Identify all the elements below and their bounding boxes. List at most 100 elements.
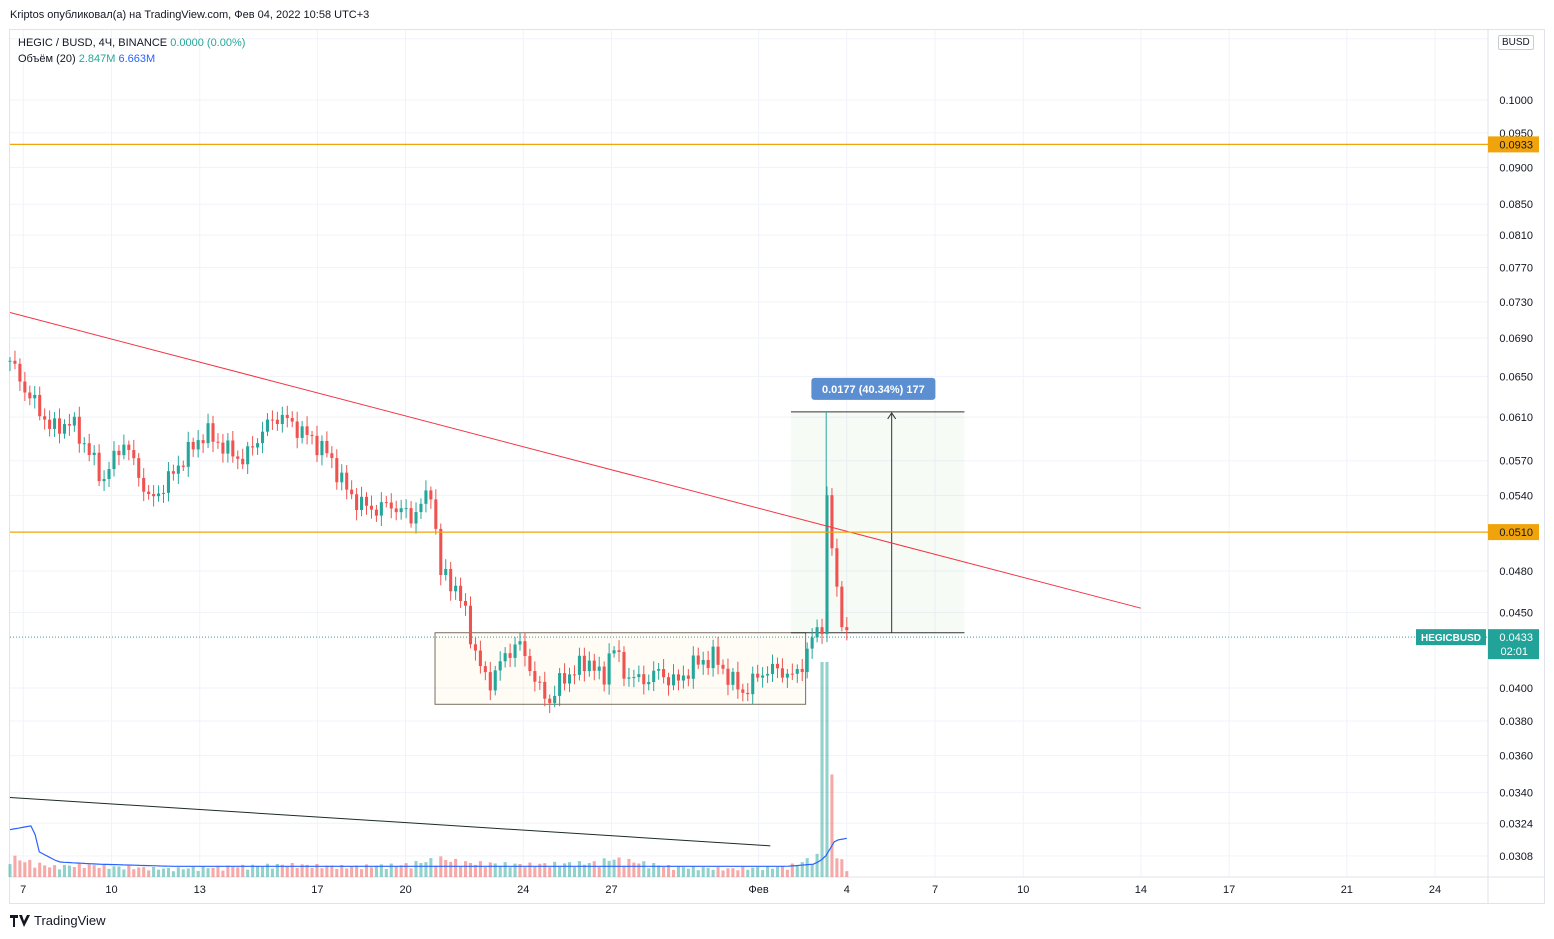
volume-bar xyxy=(206,868,210,877)
candle-body xyxy=(82,443,86,445)
symbol-badge xyxy=(1416,629,1486,646)
volume-bar xyxy=(845,871,849,877)
volume-bar xyxy=(355,865,359,877)
candle-body xyxy=(345,472,349,490)
price-tick-label: 0.0730 xyxy=(1499,297,1533,309)
candle-body xyxy=(23,381,27,393)
volume-bar xyxy=(157,869,161,877)
volume-bar xyxy=(57,869,62,877)
candle-body xyxy=(845,627,849,631)
volume-bar xyxy=(602,858,606,877)
volume-bar xyxy=(770,868,775,877)
volume-bar xyxy=(246,869,250,877)
volume-bar xyxy=(528,862,532,877)
volume-bar xyxy=(161,868,166,877)
volume-label[interactable]: Объём (20) xyxy=(18,53,76,65)
chart-frame[interactable] xyxy=(9,29,1545,904)
volume-bar xyxy=(607,860,611,877)
candle-body xyxy=(216,441,220,443)
volume-bar xyxy=(820,662,824,877)
candle-body xyxy=(701,660,705,665)
volume-bar xyxy=(369,867,373,877)
candle-body xyxy=(627,677,631,679)
tradingview-brand[interactable]: TradingView xyxy=(10,913,106,928)
volume-bar xyxy=(290,863,294,877)
candle-body xyxy=(275,419,279,424)
candle-body xyxy=(176,465,180,474)
volume-bar xyxy=(166,867,170,877)
candle-body xyxy=(241,458,245,465)
volume-bar xyxy=(657,865,661,877)
volume-bar xyxy=(612,859,616,877)
volume-bar xyxy=(721,870,725,877)
volume-bar xyxy=(840,859,844,877)
candle-body xyxy=(320,440,324,456)
volume-ma-line xyxy=(9,825,847,867)
candle-body xyxy=(201,440,205,444)
time-tick-label: 17 xyxy=(1223,884,1235,896)
price-tick-label: 0.0610 xyxy=(1499,412,1533,424)
candle-body xyxy=(152,494,156,497)
candle-body xyxy=(825,495,829,635)
time-tick-label: 7 xyxy=(932,884,938,896)
volume-bar xyxy=(107,868,111,877)
volume-bar xyxy=(226,865,230,877)
volume-bar xyxy=(766,866,770,877)
candle-body xyxy=(805,648,809,673)
candle-body xyxy=(295,421,299,438)
candle-body xyxy=(18,363,22,382)
candle-body xyxy=(592,660,596,671)
price-tick-label: 0.0308 xyxy=(1499,851,1533,863)
volume-bar xyxy=(558,865,562,877)
candle-body xyxy=(62,424,67,434)
candle-body xyxy=(459,585,463,602)
volume-bar xyxy=(597,866,601,877)
candle-body xyxy=(424,490,428,504)
candle-body xyxy=(696,655,700,665)
volume-bar xyxy=(320,868,324,877)
volume-bar xyxy=(686,868,690,877)
price-tick-label: 0.0380 xyxy=(1499,716,1533,728)
price-tick-label: 0.0360 xyxy=(1499,751,1533,763)
symbol-line[interactable]: HEGIC / BUSD, 4Ч, BINANCE xyxy=(18,37,168,49)
candle-body xyxy=(8,360,12,362)
volume-bar xyxy=(404,863,408,877)
volume-bar xyxy=(790,863,794,877)
candle-body xyxy=(686,675,690,679)
candle-body xyxy=(226,440,230,454)
time-tick-label: 17 xyxy=(311,884,323,896)
volume-bar xyxy=(627,858,631,877)
volume-bar xyxy=(122,869,126,877)
volume-bar xyxy=(300,864,304,877)
volume-bar xyxy=(676,866,680,877)
price-tick-label: 0.0690 xyxy=(1499,333,1533,345)
volume-bar xyxy=(662,867,666,877)
time-tick-label: 24 xyxy=(1429,884,1441,896)
volume-bar xyxy=(147,870,151,877)
volume-bar xyxy=(97,867,101,877)
candle-body xyxy=(488,672,492,691)
volume-bar xyxy=(330,865,334,877)
volume-bar xyxy=(256,865,260,877)
volume-bar xyxy=(127,865,131,877)
volume-bar xyxy=(483,867,487,877)
candle-body xyxy=(87,443,91,456)
volume-bar xyxy=(48,867,52,877)
volume-bar xyxy=(265,863,270,877)
candle-body xyxy=(142,477,146,492)
measure-label-box xyxy=(811,377,936,400)
candle-body xyxy=(221,442,225,454)
candle-body xyxy=(622,651,626,679)
candle-body xyxy=(231,440,235,457)
candle-body xyxy=(379,502,383,516)
time-tick-label: Фев xyxy=(748,884,768,896)
measure-label: 0.0177 (40.34%) 177 xyxy=(822,384,925,396)
volume-bar xyxy=(617,857,621,877)
price-tick-label: 0.0650 xyxy=(1499,371,1533,383)
candle-body xyxy=(785,673,789,678)
bar-countdown-text: 02:01 xyxy=(1500,646,1528,658)
volume-bar xyxy=(830,774,834,877)
currency-button[interactable]: BUSD xyxy=(1498,35,1534,50)
candle-body xyxy=(285,414,289,419)
